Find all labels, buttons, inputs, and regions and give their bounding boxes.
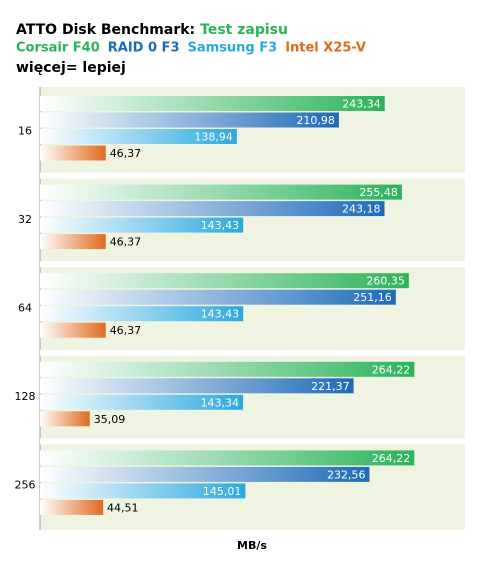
value-label: 143,34 <box>201 396 240 409</box>
x-axis-label: MB/s <box>237 539 267 552</box>
value-label: 143,43 <box>201 219 240 232</box>
value-label: 46,37 <box>110 236 141 249</box>
value-label: 260,35 <box>366 275 405 288</box>
bar <box>40 499 104 515</box>
y-tick-label: 256 <box>15 479 36 492</box>
value-label: 46,37 <box>110 147 141 160</box>
bar <box>40 361 415 377</box>
legend-entry: Corsair F40 <box>16 41 100 56</box>
bar <box>40 184 402 200</box>
value-label: 251,16 <box>353 291 392 304</box>
bar <box>40 96 385 111</box>
group-separator <box>40 349 465 356</box>
value-label: 232,56 <box>327 468 366 481</box>
bar <box>40 466 370 482</box>
group-separator <box>40 261 465 268</box>
bar <box>40 145 106 161</box>
value-label: 138,94 <box>194 131 233 144</box>
value-label: 145,01 <box>203 485 242 498</box>
bar <box>40 289 396 305</box>
bar <box>40 234 106 250</box>
value-label: 243,18 <box>342 203 381 216</box>
value-label: 143,43 <box>201 308 240 321</box>
chart-title-highlight: Test zapisu <box>200 22 288 38</box>
value-label: 264,22 <box>372 452 411 465</box>
value-label: 46,37 <box>110 324 141 337</box>
value-label: 243,34 <box>342 98 381 111</box>
y-tick-label: 16 <box>18 124 32 137</box>
y-tick-label: 64 <box>18 302 32 315</box>
bar <box>40 112 339 128</box>
value-label: 255,48 <box>359 186 398 199</box>
group-separator <box>40 172 465 179</box>
bar <box>40 378 354 394</box>
bar <box>40 322 106 338</box>
value-label: 221,37 <box>311 380 350 393</box>
chart-title: ATTO Disk Benchmark: <box>16 22 195 38</box>
value-label: 44,51 <box>107 501 139 514</box>
value-label: 35,09 <box>94 413 126 426</box>
y-tick-label: 128 <box>15 390 36 403</box>
legend-entry: Samsung F3 <box>188 41 278 56</box>
bar <box>40 217 244 233</box>
bar <box>40 201 385 217</box>
bar <box>40 394 244 410</box>
bar <box>40 273 409 289</box>
bar <box>40 483 246 499</box>
value-label: 210,98 <box>296 114 335 127</box>
y-tick-label: 32 <box>18 213 32 226</box>
value-label: 264,22 <box>372 363 411 376</box>
legend-entry: RAID 0 F3 <box>108 41 180 56</box>
bar <box>40 306 244 322</box>
bar <box>40 411 90 427</box>
chart-subtitle: więcej= lepiej <box>16 60 126 76</box>
group-separator <box>40 438 465 445</box>
bar <box>40 129 237 144</box>
bar <box>40 450 415 466</box>
legend-entry: Intel X25-V <box>285 41 366 56</box>
